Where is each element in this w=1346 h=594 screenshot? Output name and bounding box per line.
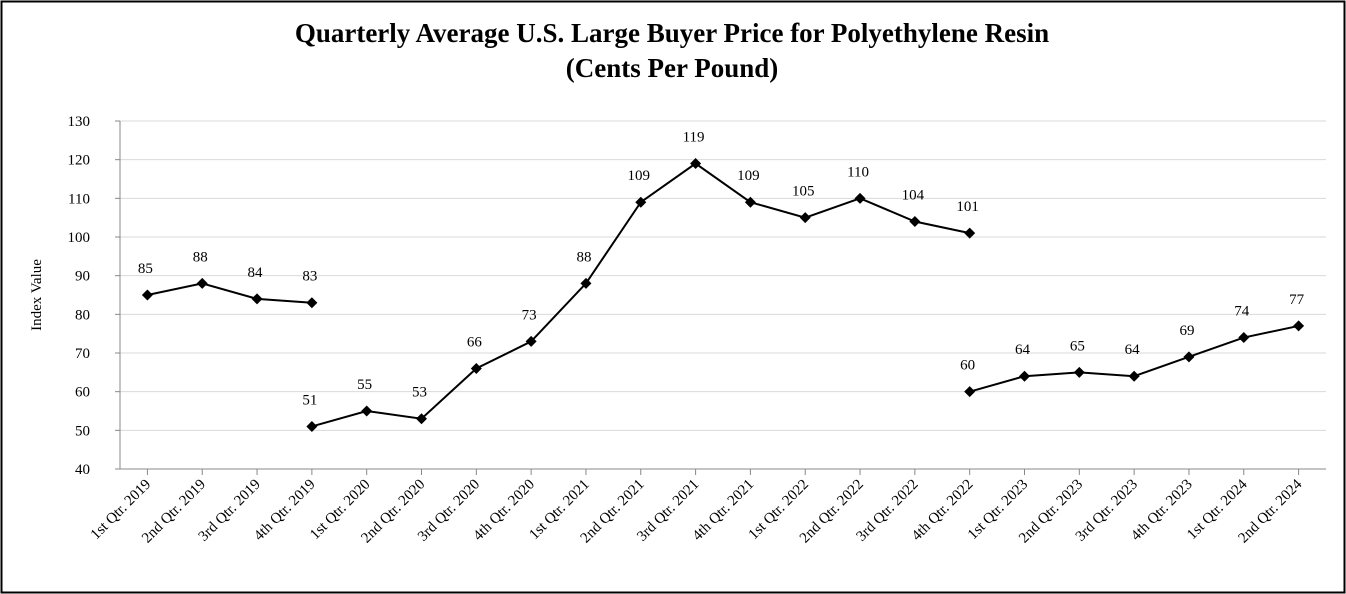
data-label: 64 [1015,342,1031,358]
marker [306,420,318,432]
marker [635,196,647,208]
marker [1019,370,1030,382]
marker [1128,370,1140,382]
data-label: 104 [902,188,925,204]
marker [251,293,263,305]
data-label: 109 [628,168,651,184]
marker [909,216,921,228]
marker [964,227,976,239]
y-tick-label: 120 [68,153,91,169]
data-label: 60 [960,358,975,374]
y-tick-label: 130 [68,114,91,130]
y-tick-label: 40 [75,462,90,478]
data-label: 119 [683,130,705,146]
data-label: 101 [956,199,979,215]
marker [1073,366,1085,378]
data-label: 55 [357,377,372,393]
marker [799,212,811,224]
marker [525,335,537,347]
y-tick-label: 110 [68,191,90,207]
data-label: 69 [1179,323,1194,339]
y-tick-label: 80 [75,307,90,323]
data-label: 84 [248,265,264,281]
marker [964,386,976,398]
y-tick-label: 70 [75,346,90,362]
marker [690,158,702,170]
data-label: 65 [1070,338,1085,354]
y-tick-label: 60 [75,385,90,401]
y-tick-label: 50 [75,423,90,439]
data-label: 64 [1125,342,1141,358]
data-label: 109 [737,168,760,184]
data-label: 53 [412,385,427,401]
marker [580,277,592,289]
data-label: 105 [792,184,815,200]
marker [470,362,482,374]
y-axis-label: Index Value [29,259,45,331]
data-label: 83 [302,269,317,285]
marker [854,192,866,204]
data-label: 73 [522,307,537,323]
marker [1238,332,1250,344]
marker [306,297,318,309]
data-label: 51 [302,392,317,408]
marker [1183,351,1195,363]
marker [416,413,427,425]
data-label: 110 [847,164,869,180]
marker [1293,320,1305,332]
chart-title: Quarterly Average U.S. Large Buyer Price… [295,18,1049,48]
y-tick-label: 100 [68,230,91,246]
data-label: 88 [193,249,208,265]
y-tick-label: 90 [75,269,90,285]
data-label: 74 [1234,304,1250,320]
data-label: 85 [138,261,153,277]
data-label: 77 [1289,292,1305,308]
marker [196,277,208,289]
data-label: 88 [576,249,591,265]
data-label: 66 [467,334,483,350]
marker [361,405,373,417]
line [147,282,312,304]
chart-subtitle: (Cents Per Pound) [566,53,779,83]
marker [744,196,756,208]
marker [141,289,153,301]
